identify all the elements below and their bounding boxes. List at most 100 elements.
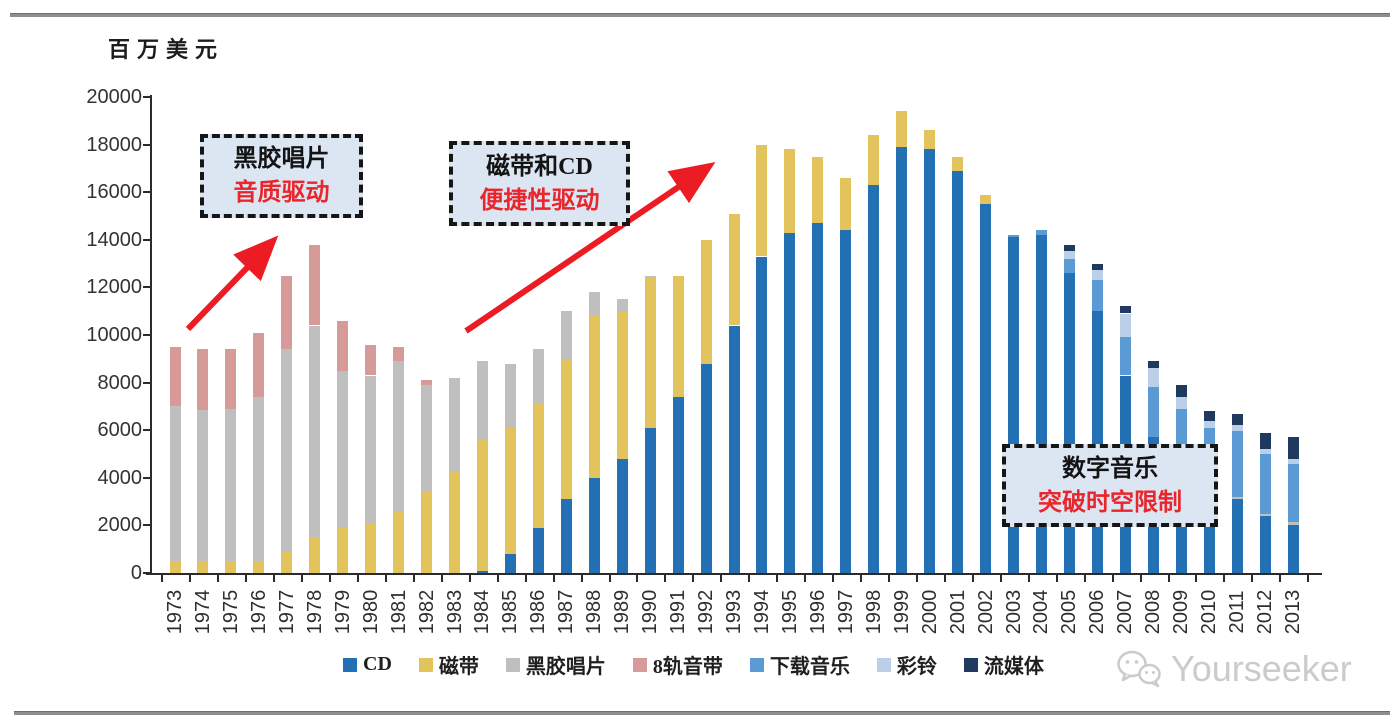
bar-segment-1982 [421,492,432,573]
x-axis-tick [832,575,835,582]
legend-item: CD [343,653,392,676]
legend-label: 彩铃 [896,656,937,678]
bar-segment-1990 [644,277,656,428]
annotation-title: 黑胶唱片 [233,146,330,172]
bar-segment-1979 [337,370,349,528]
bar-segment-1988 [588,292,600,316]
y-axis-tick [143,334,151,336]
bar-segment-2009 [1175,396,1187,409]
bar-segment-1981 [393,361,405,512]
y-axis-label: 8000 [97,371,143,394]
x-axis-tick [971,575,974,582]
x-axis-tick [720,575,723,582]
x-axis-tick [496,575,499,582]
bar-segment-1979 [337,320,349,371]
x-axis-tick [440,575,443,582]
bar-segment-1975 [225,349,237,409]
bar-segment-1982 [421,385,432,493]
bar-segment-2011 [1231,496,1243,500]
y-axis-label: 2000 [97,514,143,537]
y-axis-tick [143,143,151,146]
legend-color-chip [418,657,433,672]
legend-color-chip [505,657,520,672]
bar-segment-1977 [281,349,293,552]
bar-segment-1988 [588,477,600,573]
trend-arrow-cd [464,161,716,334]
x-axis-tick [776,575,779,582]
bar-segment-2005 [1063,250,1075,259]
bar-segment-1996 [812,223,824,573]
bar-segment-1993 [728,325,740,573]
bar-segment-1992 [700,239,712,364]
bar-segment-2004 [1035,235,1047,573]
x-axis-tick [356,575,359,582]
legend-color-chip [876,657,891,672]
bar-segment-1997 [840,177,852,231]
bar-segment-1998 [868,185,880,573]
bar-segment-1975 [225,561,237,573]
bar-segment-2006 [1091,263,1103,270]
legend-item: 8轨音带 [632,650,723,679]
bar-segment-1976 [253,561,265,573]
legend-color-chip [749,657,764,672]
bar-segment-2011 [1231,425,1243,432]
bar-segment-2008 [1147,387,1159,438]
x-axis-tick [1083,575,1086,582]
x-axis-tick [189,575,192,582]
bar-segment-2006 [1091,311,1103,573]
annotation-subtitle: 便捷性驱动 [479,187,600,214]
bar-segment-1980 [365,523,377,573]
y-axis-tick [143,524,151,527]
y-axis-label: 20000 [86,86,142,108]
bar-segment-1987 [560,311,572,359]
bar-segment-2005 [1063,258,1075,274]
bar-segment-1992 [700,363,712,573]
bar-segment-1985 [504,427,516,554]
annotation-title: 磁带和CD [486,153,593,180]
bar-segment-2003 [1008,235,1019,238]
x-axis-tick [1027,575,1030,582]
x-axis-tick [1055,575,1058,582]
x-axis-tick [748,575,751,582]
x-axis-tick [915,575,918,582]
bar-segment-1997 [840,230,852,573]
y-axis-line [150,95,152,575]
y-axis-tick [143,381,151,384]
y-axis-tick [143,238,151,241]
y-axis-tick [143,286,151,289]
legend-label: 8轨音带 [652,656,723,678]
legend-item: 下载音乐 [749,650,850,679]
legend-item: 流媒体 [963,650,1044,679]
bar-segment-2012 [1259,513,1271,516]
bar-segment-1978 [309,537,321,573]
y-axis-label: 6000 [97,419,143,442]
bar-segment-2000 [924,149,936,573]
bar-segment-2013 [1287,458,1299,464]
bar-segment-1991 [672,275,684,397]
bar-segment-2006 [1091,280,1103,312]
bar-segment-1994 [756,144,768,257]
bar-segment-1998 [868,135,880,186]
legend-label: 磁带 [438,656,479,678]
watermark: Yourseeker [1115,648,1352,690]
x-axis-tick [329,575,331,582]
bar-segment-1973 [169,346,181,407]
bar-segment-1996 [812,156,824,224]
x-axis-tick [580,575,583,582]
bar-segment-1987 [560,358,572,500]
bar-segment-1976 [253,396,265,562]
bar-segment-1986 [532,404,544,528]
bar-segment-1999 [896,111,908,147]
legend-label: CD [363,653,392,675]
legend-label: 下载音乐 [769,656,850,678]
x-axis-tick [245,575,248,582]
y-axis-label: 4000 [97,466,143,489]
trend-arrow-vinyl [185,235,279,332]
bar-segment-1974 [197,561,209,573]
y-axis-label: 12000 [86,276,142,299]
legend-color-chip [632,657,647,672]
bar-segment-2006 [1091,269,1103,281]
watermark-text: Yourseeker [1171,648,1352,689]
